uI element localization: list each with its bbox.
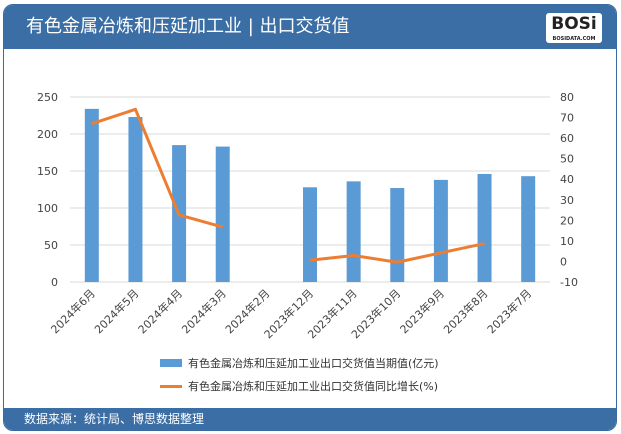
right-tick-label: 80 [560, 91, 574, 104]
bar [390, 188, 405, 282]
left-tick-label: 0 [51, 276, 58, 289]
bar [84, 108, 99, 282]
right-tick-label: 50 [560, 153, 574, 166]
right-tick-label: 40 [560, 173, 574, 186]
legend-line: 有色金属冶炼和压延加工业出口交货值同比增长(%) [160, 378, 438, 394]
category-label: 2023年7月 [484, 286, 534, 336]
bar [477, 173, 492, 282]
chart-header: 有色金属冶炼和压延加工业 | 出口交货值 BOSi BOSIDATA.COM [4, 5, 616, 49]
category-label: 2024年4月 [135, 286, 185, 336]
left-tick-label: 100 [37, 202, 58, 215]
bar [346, 181, 361, 282]
left-tick-label: 250 [37, 91, 58, 104]
category-label: 2023年9月 [397, 286, 447, 336]
right-tick-label: 30 [560, 194, 574, 207]
right-tick-label: -10 [560, 276, 578, 289]
bar [128, 116, 143, 282]
legend-line-label: 有色金属冶炼和压延加工业出口交货值同比增长(%) [188, 380, 439, 393]
left-tick-label: 150 [37, 165, 58, 178]
right-tick-label: 0 [560, 255, 567, 268]
bar [215, 146, 230, 282]
bar [433, 179, 448, 282]
left-tick-label: 50 [44, 239, 58, 252]
right-tick-label: 10 [560, 235, 574, 248]
logo-text: BOSi [551, 14, 597, 34]
category-label: 2024年3月 [179, 286, 229, 336]
chart-frame: 有色金属冶炼和压延加工业 | 出口交货值 BOSi BOSIDATA.COM 数据… [3, 4, 617, 431]
bar [521, 176, 536, 282]
left-tick-label: 200 [37, 128, 58, 141]
legend-bar-label: 有色金属冶炼和压延加工业出口交货值当期值(亿元) [188, 357, 439, 370]
category-label: 2023年8月 [440, 286, 490, 336]
legend-bar-swatch [160, 359, 182, 367]
right-tick-label: 20 [560, 214, 574, 227]
category-label: 2024年6月 [48, 286, 98, 336]
bosi-logo: BOSi BOSIDATA.COM [546, 13, 602, 43]
growth-line [91, 107, 485, 264]
logo-sub: BOSIDATA.COM [552, 36, 596, 42]
source-footer: 数据来源：统计局、博思数据整理 [4, 408, 616, 430]
category-label: 2024年5月 [91, 286, 141, 336]
right-tick-label: 60 [560, 132, 574, 145]
legend-bar: 有色金属冶炼和压延加工业出口交货值当期值(亿元) [160, 355, 439, 371]
bar [303, 187, 317, 282]
legend-line-swatch [160, 384, 182, 388]
right-tick-label: 70 [560, 112, 574, 125]
chart-title: 有色金属冶炼和压延加工业 | 出口交货值 [26, 16, 350, 37]
